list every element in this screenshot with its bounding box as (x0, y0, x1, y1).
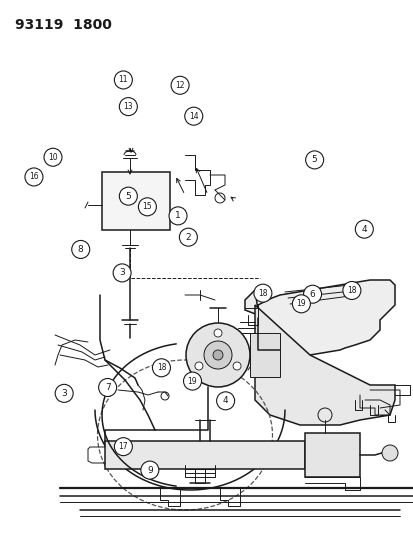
Circle shape (119, 98, 137, 116)
Circle shape (354, 220, 373, 238)
Text: 5: 5 (311, 156, 317, 164)
Circle shape (138, 198, 156, 216)
Circle shape (212, 350, 223, 360)
Circle shape (169, 207, 187, 225)
Circle shape (195, 362, 202, 370)
Text: 16: 16 (29, 173, 39, 181)
Text: 18: 18 (157, 364, 166, 372)
Circle shape (233, 362, 240, 370)
Circle shape (44, 148, 62, 166)
Circle shape (185, 323, 249, 387)
Text: 1: 1 (175, 212, 180, 220)
Bar (105, 441, 304, 469)
Circle shape (71, 240, 90, 259)
Circle shape (184, 107, 202, 125)
Circle shape (342, 281, 360, 300)
Text: 4: 4 (222, 397, 228, 405)
Text: 5: 5 (125, 192, 131, 200)
Circle shape (216, 392, 234, 410)
Bar (249, 333, 279, 377)
Circle shape (98, 378, 116, 397)
Text: 7: 7 (104, 383, 110, 392)
Text: 17: 17 (118, 442, 128, 451)
Text: 18: 18 (347, 286, 356, 295)
Circle shape (119, 187, 137, 205)
Text: 3: 3 (61, 389, 67, 398)
Text: 18: 18 (258, 289, 267, 297)
Circle shape (113, 264, 131, 282)
Text: 3: 3 (119, 269, 125, 277)
Circle shape (204, 341, 231, 369)
Circle shape (303, 285, 321, 303)
Circle shape (381, 445, 397, 461)
Text: 9: 9 (147, 466, 152, 474)
Circle shape (152, 359, 170, 377)
Circle shape (140, 461, 159, 479)
Text: 4: 4 (361, 225, 366, 233)
Polygon shape (254, 305, 394, 425)
Text: 19: 19 (296, 300, 306, 308)
Polygon shape (244, 280, 394, 360)
Text: 19: 19 (187, 377, 197, 385)
Text: 6: 6 (309, 290, 315, 298)
Circle shape (25, 168, 43, 186)
Text: 11: 11 (119, 76, 128, 84)
Text: 15: 15 (142, 203, 152, 211)
Circle shape (253, 284, 271, 302)
Text: 10: 10 (48, 153, 58, 161)
Circle shape (171, 76, 189, 94)
Text: 93119  1800: 93119 1800 (15, 18, 112, 32)
Circle shape (214, 329, 221, 337)
Bar (304, 433, 359, 477)
Circle shape (55, 384, 73, 402)
Text: 8: 8 (78, 245, 83, 254)
Bar (102, 172, 170, 230)
Circle shape (305, 151, 323, 169)
Circle shape (292, 295, 310, 313)
Text: 14: 14 (188, 112, 198, 120)
Circle shape (179, 228, 197, 246)
Circle shape (183, 372, 201, 390)
Text: 13: 13 (123, 102, 133, 111)
Circle shape (114, 71, 132, 89)
Text: 2: 2 (185, 233, 191, 241)
Circle shape (114, 438, 132, 456)
Text: 12: 12 (175, 81, 184, 90)
